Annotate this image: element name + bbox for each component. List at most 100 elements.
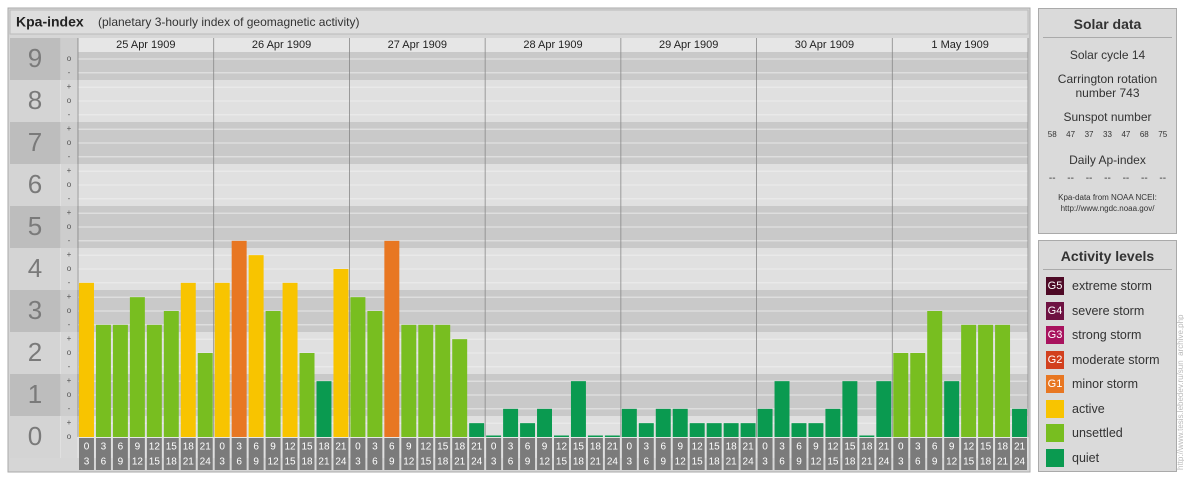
x-tick-label: 15: [980, 442, 992, 453]
date-label: 28 Apr 1909: [523, 39, 582, 51]
bar: [723, 423, 739, 437]
chart-title: Kpa-index: [16, 14, 84, 30]
legend-label: extreme storm: [1072, 279, 1152, 294]
x-tick-label: 12: [692, 442, 704, 453]
y-tick-label: 8: [28, 85, 42, 115]
legend-item: G4 severe storm: [1039, 299, 1176, 324]
title-bar: [9, 9, 1029, 35]
x-tick-label: 15: [827, 457, 839, 468]
x-tick-label: 12: [149, 442, 161, 453]
x-tick-label: 15: [420, 457, 432, 468]
x-label-cell: [1012, 438, 1027, 470]
sunspot-value: 47: [1121, 130, 1131, 139]
legend-item: G1 minor storm: [1039, 372, 1176, 397]
legend-badge: [1046, 399, 1064, 418]
x-tick-label: 0: [762, 442, 768, 453]
x-tick-label: 12: [284, 442, 296, 453]
y-tick-label: 5: [28, 211, 42, 241]
x-label-cell: [520, 438, 536, 470]
bar: [197, 353, 213, 437]
bar: [774, 381, 790, 437]
y-minor-tick-label: -: [68, 362, 71, 371]
solar-cycle: Solar cycle 14: [1069, 48, 1146, 62]
x-label-cell: [689, 438, 705, 470]
watermark: http://www.tesis.lebedev.ru/sun_archive.…: [1176, 314, 1184, 471]
sunspot-value: 58: [1047, 130, 1057, 139]
x-tick-label: 12: [556, 442, 568, 453]
y-minor-tick-label: o: [67, 222, 72, 231]
legend-badge: G2: [1046, 350, 1064, 369]
x-label-cell: [944, 438, 960, 470]
x-tick-label: 0: [84, 442, 90, 453]
x-tick-label: 21: [743, 442, 755, 453]
x-tick-label: 18: [590, 442, 602, 453]
y-label-cell: [10, 332, 60, 374]
x-label-cell: [655, 438, 671, 470]
x-tick-label: 3: [644, 442, 650, 453]
y-minor-tick-label: o: [67, 54, 72, 63]
x-tick-label: 12: [946, 457, 958, 468]
x-label-cell: [554, 438, 569, 470]
x-label-cell: [604, 438, 620, 470]
x-tick-label: 15: [573, 442, 585, 453]
legend-badge: [1046, 448, 1064, 467]
x-tick-label: 21: [200, 442, 212, 453]
bar: [486, 435, 502, 437]
x-tick-label: 3: [84, 457, 90, 468]
x-label-cell: [893, 438, 909, 470]
x-label-cell: [503, 438, 519, 470]
x-tick-label: 9: [660, 457, 666, 468]
bar: [876, 381, 892, 437]
x-tick-label: 21: [878, 442, 890, 453]
legend-label: moderate storm: [1072, 352, 1160, 367]
y-label-cell: [10, 164, 60, 206]
bar: [367, 311, 383, 437]
x-tick-label: 18: [301, 457, 313, 468]
x-label-cell: [910, 438, 926, 470]
x-tick-label: 6: [796, 442, 802, 453]
x-tick-label: 12: [963, 442, 975, 453]
x-tick-label: 9: [389, 457, 395, 468]
bar: [621, 408, 637, 437]
ap-value: --: [1048, 173, 1056, 184]
x-label-cell: [876, 438, 892, 470]
x-tick-label: 15: [284, 457, 296, 468]
x-tick-label: 24: [471, 457, 483, 468]
x-tick-label: 6: [118, 442, 124, 453]
x-tick-label: 24: [200, 457, 212, 468]
source: Kpa-data from NOAA NCEI:: [1058, 193, 1157, 202]
legend-badge: [1046, 424, 1064, 443]
x-tick-label: 21: [318, 457, 330, 468]
x-tick-label: 18: [844, 457, 856, 468]
bar: [689, 423, 705, 437]
bar: [248, 255, 264, 437]
x-tick-label: 15: [556, 457, 568, 468]
x-label-cell: [740, 438, 756, 470]
x-tick-label: 21: [861, 457, 873, 468]
sunspot-value: 75: [1158, 130, 1168, 139]
y-label-cell: [10, 248, 60, 290]
x-tick-label: 12: [268, 457, 280, 468]
bar: [944, 381, 960, 437]
x-tick-label: 21: [726, 457, 738, 468]
x-tick-label: 15: [301, 442, 313, 453]
x-label-cell: [791, 438, 807, 470]
bar: [520, 423, 536, 437]
x-label-cell: [638, 438, 654, 470]
bar: [469, 423, 485, 437]
legend-item: quiet: [1039, 446, 1176, 471]
y-label-cell: [10, 374, 60, 416]
bar: [825, 408, 841, 437]
x-tick-label: 9: [949, 442, 955, 453]
y-tick-label: 7: [28, 127, 42, 157]
x-tick-label: 15: [149, 457, 161, 468]
legend-item: G5 extreme storm: [1039, 274, 1176, 299]
x-label-cell: [384, 438, 400, 470]
x-tick-label: 21: [590, 457, 602, 468]
bar: [859, 435, 875, 437]
bar: [112, 324, 128, 437]
bar: [95, 324, 111, 437]
x-tick-label: 6: [508, 457, 514, 468]
bar: [401, 324, 417, 437]
x-tick-label: 3: [491, 457, 497, 468]
